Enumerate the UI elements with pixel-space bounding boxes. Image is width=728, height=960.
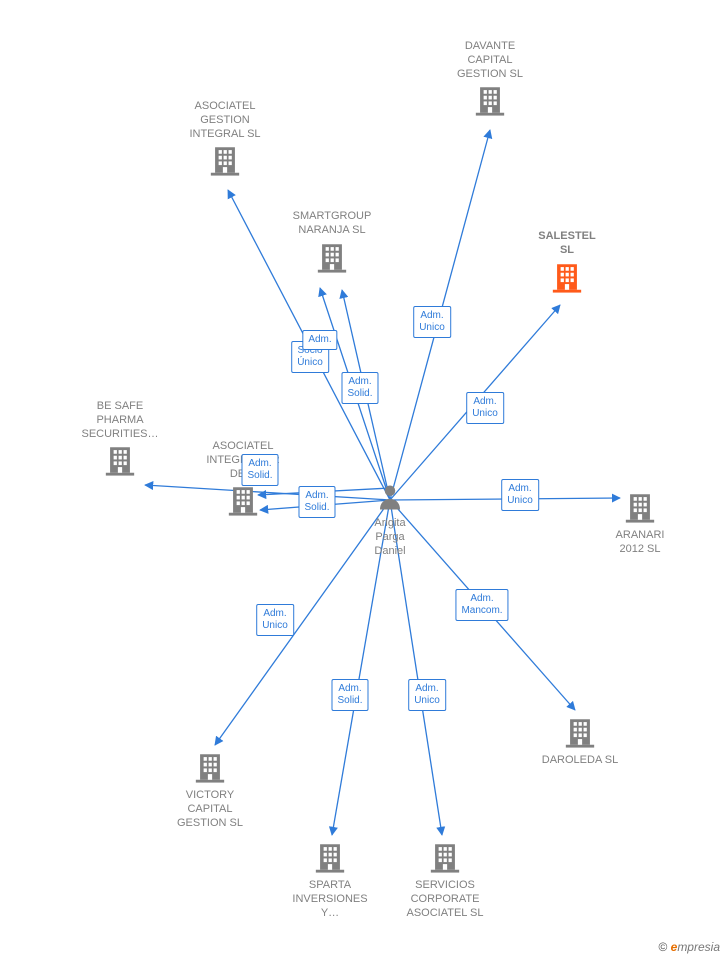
building-icon — [563, 715, 597, 749]
node-label: BE SAFE PHARMA SECURITIES… — [60, 400, 180, 441]
building-icon — [103, 443, 137, 477]
node-victory[interactable]: VICTORY CAPITAL GESTION SL — [150, 750, 270, 832]
edge-label: Adm.Solid. — [341, 372, 378, 404]
center-person-node[interactable]: Arigita Parga Daniel — [330, 482, 450, 560]
node-label: SERVICIOS CORPORATE ASOCIATEL SL — [385, 879, 505, 920]
person-icon — [375, 482, 405, 512]
node-asociatel_gi[interactable]: ASOCIATEL GESTION INTEGRAL SL — [165, 100, 285, 182]
edge-label: Adm.Mancom. — [455, 589, 508, 621]
node-smartgroup[interactable]: SMARTGROUP NARANJA SL — [272, 210, 392, 279]
building-icon — [623, 490, 657, 524]
edge-label: Adm.Unico — [408, 679, 446, 711]
building-icon — [550, 260, 584, 294]
center-person-label: Arigita Parga Daniel — [330, 517, 450, 558]
copyright-symbol: © — [658, 940, 667, 954]
building-icon — [473, 83, 507, 117]
building-icon — [315, 240, 349, 274]
node-label: VICTORY CAPITAL GESTION SL — [150, 789, 270, 830]
edge-label: Adm.Unico — [413, 306, 451, 338]
network-diagram: Arigita Parga Daniel DAVANTE CAPITAL GEST… — [0, 0, 728, 960]
building-icon — [313, 840, 347, 874]
node-label: SPARTA INVERSIONES Y… — [270, 879, 390, 920]
node-besafe[interactable]: BE SAFE PHARMA SECURITIES… — [60, 400, 180, 482]
edge-label: Adm.Unico — [466, 392, 504, 424]
edge-label: Adm. — [302, 330, 337, 350]
node-label: SMARTGROUP NARANJA SL — [272, 210, 392, 238]
node-label: ARANARI 2012 SL — [580, 529, 700, 557]
building-icon — [193, 750, 227, 784]
copyright: © empresia — [658, 940, 720, 954]
node-salestel[interactable]: SALESTEL SL — [507, 230, 627, 299]
building-icon — [428, 840, 462, 874]
node-sparta[interactable]: SPARTA INVERSIONES Y… — [270, 840, 390, 922]
node-servicios[interactable]: SERVICIOS CORPORATE ASOCIATEL SL — [385, 840, 505, 922]
node-aranari[interactable]: ARANARI 2012 SL — [580, 490, 700, 559]
node-davante[interactable]: DAVANTE CAPITAL GESTION SL — [430, 40, 550, 122]
edge-label: Adm.Solid. — [298, 486, 335, 518]
building-icon — [208, 143, 242, 177]
edge-label: Adm.Solid. — [241, 454, 278, 486]
node-label: ASOCIATEL GESTION INTEGRAL SL — [165, 100, 285, 141]
node-label: DAVANTE CAPITAL GESTION SL — [430, 40, 550, 81]
edge-label: Adm.Solid. — [331, 679, 368, 711]
edge-label: Adm.Unico — [501, 479, 539, 511]
node-daroleda[interactable]: DAROLEDA SL — [520, 715, 640, 770]
brand-rest: mpresia — [677, 940, 720, 954]
building-icon — [226, 483, 260, 517]
node-label: DAROLEDA SL — [520, 754, 640, 768]
node-label: SALESTEL SL — [507, 230, 627, 258]
edge-label: Adm.Unico — [256, 604, 294, 636]
